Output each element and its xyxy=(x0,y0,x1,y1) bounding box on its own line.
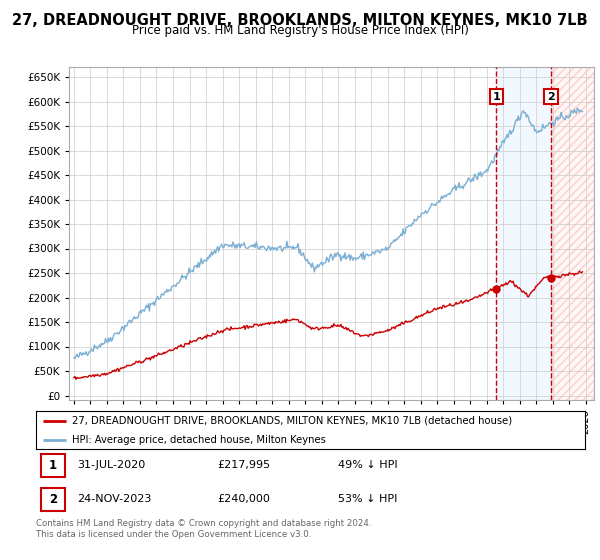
Text: HPI: Average price, detached house, Milton Keynes: HPI: Average price, detached house, Milt… xyxy=(71,435,326,445)
Text: 2: 2 xyxy=(547,92,555,101)
FancyBboxPatch shape xyxy=(41,454,65,477)
Bar xyxy=(551,67,594,400)
Text: 24-NOV-2023: 24-NOV-2023 xyxy=(77,494,152,504)
Text: Contains HM Land Registry data © Crown copyright and database right 2024.
This d: Contains HM Land Registry data © Crown c… xyxy=(36,519,371,539)
Text: 31-JUL-2020: 31-JUL-2020 xyxy=(77,460,145,470)
Text: 27, DREADNOUGHT DRIVE, BROOKLANDS, MILTON KEYNES, MK10 7LB (detached house): 27, DREADNOUGHT DRIVE, BROOKLANDS, MILTO… xyxy=(71,416,512,426)
FancyBboxPatch shape xyxy=(41,488,65,511)
Text: 49% ↓ HPI: 49% ↓ HPI xyxy=(338,460,398,470)
Text: 1: 1 xyxy=(49,459,57,472)
Bar xyxy=(496,67,551,400)
Text: £240,000: £240,000 xyxy=(217,494,270,504)
Text: 27, DREADNOUGHT DRIVE, BROOKLANDS, MILTON KEYNES, MK10 7LB: 27, DREADNOUGHT DRIVE, BROOKLANDS, MILTO… xyxy=(12,13,588,28)
Bar xyxy=(551,67,594,400)
Text: Price paid vs. HM Land Registry's House Price Index (HPI): Price paid vs. HM Land Registry's House … xyxy=(131,24,469,37)
Text: 1: 1 xyxy=(493,92,500,101)
Text: 53% ↓ HPI: 53% ↓ HPI xyxy=(338,494,397,504)
Text: £217,995: £217,995 xyxy=(217,460,270,470)
Text: 2: 2 xyxy=(49,493,57,506)
